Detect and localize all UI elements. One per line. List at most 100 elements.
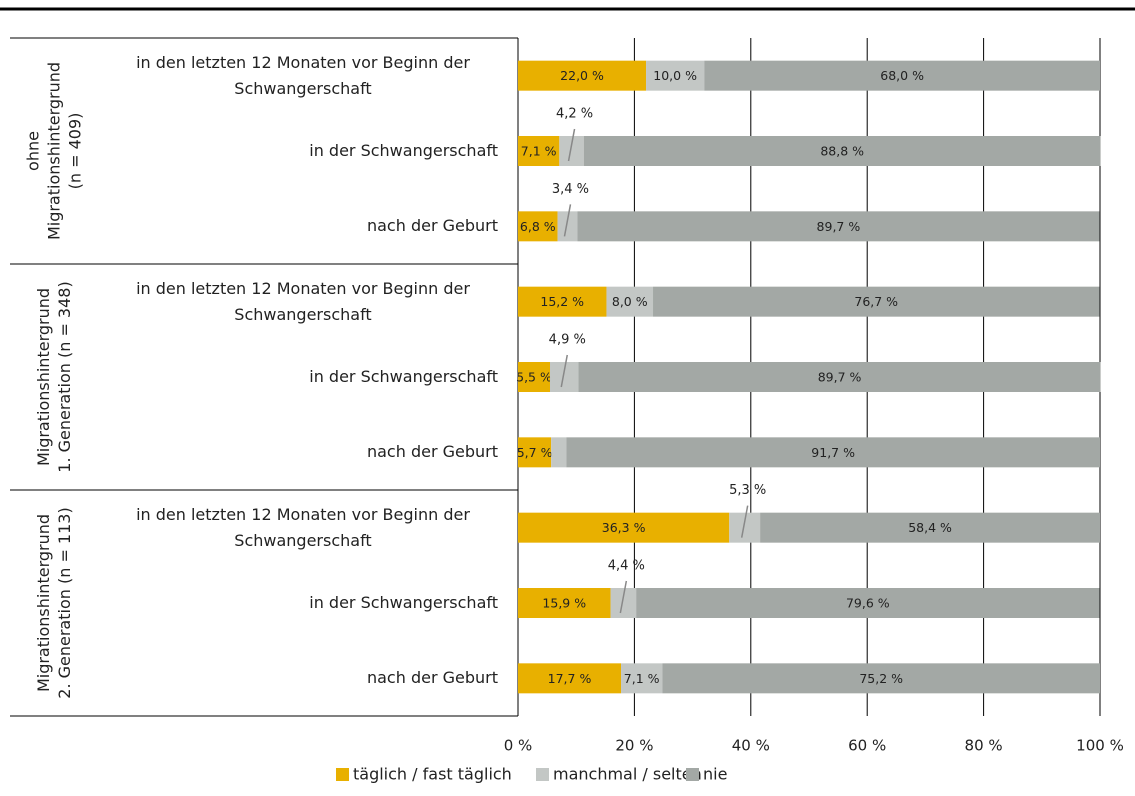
value-label: 4,4 % [608, 559, 645, 574]
bar-segment [578, 362, 1101, 392]
category-text: nach der Geburt [366, 668, 498, 688]
value-label: 8,0 % [612, 294, 648, 309]
bar-segment [636, 588, 1100, 618]
value-label: 75,2 % [859, 671, 903, 686]
value-label: 7,1 % [624, 671, 660, 686]
value-label: 15,9 % [542, 596, 586, 611]
legend-label: manchmal / selten [553, 765, 702, 784]
legend-swatch [536, 768, 549, 781]
value-label: 4,2 % [556, 107, 593, 122]
value-label: 5,3 % [729, 483, 766, 498]
x-tick-label: 100 % [1076, 737, 1124, 755]
bar-segment [760, 512, 1100, 543]
category-text: nach der Geburt [366, 442, 498, 462]
value-label: 5,7 % [517, 445, 553, 460]
x-tick-label: 60 % [848, 737, 886, 755]
category-label: nach der Geburt [108, 665, 498, 691]
group-label-line: Migrationshintergrund [34, 288, 53, 466]
group-label: Migrationshintergrund 2. Generation (n = … [34, 507, 74, 698]
value-label: 91,7 % [811, 445, 855, 460]
value-label: 4,9 % [549, 333, 586, 348]
value-label: 7,1 % [521, 144, 557, 159]
value-label: 5,5 % [516, 370, 552, 385]
legend-swatch [686, 768, 699, 781]
leader-line [619, 580, 628, 614]
value-label: 58,4 % [908, 520, 952, 535]
bar-segment [577, 211, 1100, 242]
value-label: 89,7 % [817, 219, 861, 234]
category-text: in den letzten 12 Monaten vor Beginn der… [136, 278, 470, 324]
value-label: 89,7 % [818, 370, 862, 385]
bar-segment [550, 362, 579, 392]
group-label-line: 1. Generation (n = 348) [55, 281, 74, 472]
bar-segment [518, 211, 558, 242]
category-label: nach der Geburt [108, 213, 498, 239]
value-label: 15,2 % [540, 294, 584, 309]
legend-swatch [336, 768, 349, 781]
category-label: in der Schwangerschaft [108, 364, 498, 390]
category-label: in den letzten 12 Monaten vor Beginn der… [108, 502, 498, 554]
value-label: 3,4 % [552, 182, 589, 197]
category-label: in den letzten 12 Monaten vor Beginn der… [108, 276, 498, 328]
category-label: nach der Geburt [108, 439, 498, 465]
value-label: 76,7 % [854, 294, 898, 309]
bar-segment [518, 512, 730, 543]
x-tick-label: 80 % [965, 737, 1003, 755]
value-label: 88,8 % [820, 144, 864, 159]
bar-segment [559, 136, 584, 166]
bar-segment [518, 663, 622, 694]
x-tick-label: 20 % [615, 737, 653, 755]
group-label: ohne Migrationshintergrund (n = 409) [24, 62, 85, 240]
bar-segment [518, 437, 552, 468]
bar-segment [518, 362, 551, 392]
group-label-line: (n = 409) [66, 113, 85, 190]
bar-segment [704, 60, 1100, 91]
bar-segment [653, 286, 1100, 317]
x-tick-label: 40 % [732, 737, 770, 755]
bar-segment [610, 588, 637, 618]
bar-segment [518, 60, 647, 91]
value-label: 68,0 % [880, 68, 924, 83]
value-label: 79,6 % [846, 596, 890, 611]
bar-segment [551, 437, 567, 468]
bar-segment [662, 663, 1100, 694]
category-text: in der Schwangerschaft [309, 593, 498, 612]
bar-segment [606, 286, 654, 317]
bar-segment [583, 136, 1101, 166]
category-text: in der Schwangerschaft [309, 141, 498, 160]
group-label-line: 2. Generation (n = 113) [55, 507, 74, 698]
legend-label: täglich / fast täglich [353, 765, 512, 784]
value-label: 17,7 % [548, 671, 592, 686]
category-text: in der Schwangerschaft [309, 367, 498, 386]
category-text: in den letzten 12 Monaten vor Beginn der… [136, 52, 470, 98]
group-label: Migrationshintergrund 1. Generation (n = … [34, 281, 74, 472]
bar-segment [518, 286, 607, 317]
legend-label: nie [703, 765, 727, 784]
category-label: in den letzten 12 Monaten vor Beginn der… [108, 50, 498, 102]
leader-line [567, 128, 576, 162]
leader-line [563, 204, 572, 237]
bar-segment [518, 136, 560, 166]
leader-line [740, 505, 749, 538]
leader-line [560, 354, 569, 388]
category-label: in der Schwangerschaft [108, 590, 498, 616]
x-tick-label: 0 % [504, 737, 533, 755]
bar-segment [518, 588, 611, 618]
value-label: 36,3 % [602, 520, 646, 535]
category-text: nach der Geburt [366, 216, 498, 236]
bar-segment [646, 60, 705, 91]
category-label: in der Schwangerschaft [108, 138, 498, 164]
group-label-line: ohne [24, 131, 43, 171]
group-label-line: Migrationshintergrund [34, 514, 53, 692]
bar-segment [621, 663, 663, 694]
group-label-line: Migrationshintergrund [45, 62, 64, 240]
value-label: 10,0 % [653, 68, 697, 83]
category-text: in den letzten 12 Monaten vor Beginn der… [136, 504, 470, 550]
bar-segment [566, 437, 1100, 468]
bar-segment [729, 512, 761, 543]
bar-segment [557, 211, 578, 242]
value-label: 22,0 % [560, 68, 604, 83]
value-label: 6,8 % [520, 219, 556, 234]
